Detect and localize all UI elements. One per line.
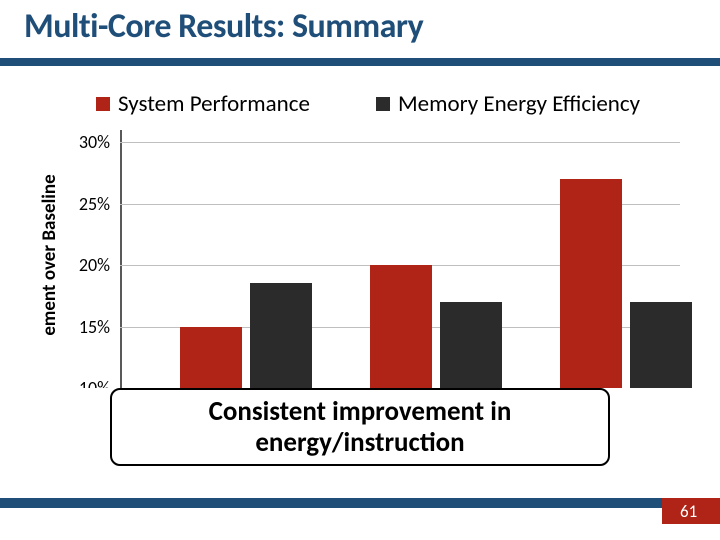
callout-box: Consistent improvement in energy/instruc… xyxy=(110,388,610,466)
legend-item-1: Memory Energy Efficiency xyxy=(376,90,640,118)
y-tick-label: 25% xyxy=(50,193,110,215)
grid-line xyxy=(120,142,680,143)
legend-item-0: System Performance xyxy=(96,90,310,118)
legend-swatch-1 xyxy=(376,97,390,111)
y-tick-label: 10% xyxy=(50,377,110,388)
y-tick-label: 20% xyxy=(50,254,110,276)
legend-label-0: System Performance xyxy=(118,90,310,118)
bar xyxy=(370,265,432,388)
slide: Multi-Core Results: Summary System Perfo… xyxy=(0,0,720,540)
page-number: 61 xyxy=(680,501,697,522)
bar xyxy=(630,302,692,388)
bar xyxy=(560,179,622,388)
plot-area: 30%25%20%15%10% xyxy=(120,130,680,388)
callout-line-1: Consistent improvement in xyxy=(209,396,512,427)
slide-title: Multi-Core Results: Summary xyxy=(24,6,423,47)
bar xyxy=(180,327,242,389)
title-accent-band xyxy=(0,58,720,66)
legend-label-1: Memory Energy Efficiency xyxy=(398,90,640,118)
y-tick-label: 30% xyxy=(50,131,110,153)
callout-line-2: energy/instruction xyxy=(255,427,464,458)
bar xyxy=(250,283,312,388)
chart: ement over Baseline 30%25%20%15%10% xyxy=(20,130,700,388)
footer-band xyxy=(0,498,720,508)
bar xyxy=(440,302,502,388)
legend-swatch-0 xyxy=(96,97,110,111)
y-axis-line xyxy=(120,130,122,388)
y-tick-label: 15% xyxy=(50,316,110,338)
